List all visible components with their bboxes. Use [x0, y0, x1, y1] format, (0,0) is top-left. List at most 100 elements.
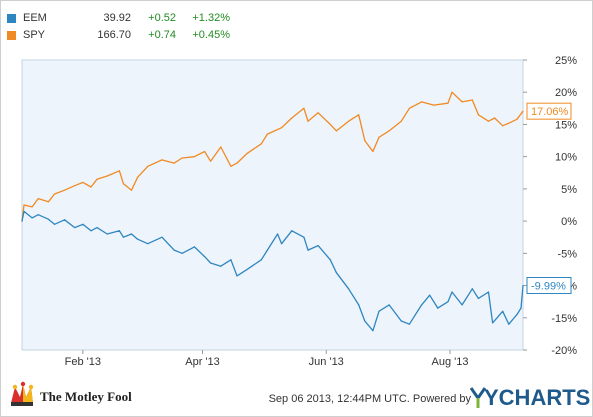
timestamp: Sep 06 2013, 12:44PM UTC. Powered by: [268, 393, 471, 405]
data-point-eem: [508, 323, 510, 325]
data-point-eem: [161, 236, 163, 238]
data-point-spy: [400, 120, 402, 122]
data-point-eem: [451, 291, 453, 293]
data-point-eem: [31, 217, 33, 219]
data-point-spy: [358, 114, 360, 116]
data-point-eem: [329, 259, 331, 261]
data-point-eem: [291, 230, 293, 232]
y-tick-label: 0%: [561, 216, 577, 228]
ycharts-y-icon: [470, 387, 486, 408]
y-tick-label: 10%: [555, 152, 577, 164]
data-point-spy: [420, 101, 423, 103]
data-point-eem: [246, 268, 248, 271]
data-point-eem: [477, 297, 479, 300]
data-point-eem: [63, 219, 66, 221]
data-point-eem: [400, 320, 402, 322]
legend-ticker: SPY: [23, 29, 46, 41]
data-point-eem: [181, 252, 183, 254]
y-tick-label: 20%: [555, 87, 577, 99]
data-point-spy: [203, 150, 206, 153]
data-point-eem: [53, 223, 56, 225]
data-point-spy: [433, 104, 435, 106]
data-point-eem: [203, 255, 206, 258]
data-point-spy: [96, 178, 98, 180]
data-point-spy: [230, 165, 232, 167]
brand-left-text: The Motley Fool: [40, 389, 132, 404]
data-point-eem: [82, 223, 84, 225]
data-point-eem: [266, 249, 269, 251]
data-point-eem: [491, 322, 494, 324]
data-point-spy: [260, 143, 262, 145]
data-point-spy: [122, 183, 125, 185]
data-point-eem: [447, 301, 449, 303]
data-point-spy: [522, 110, 524, 112]
data-point-eem: [471, 288, 473, 290]
data-point-eem: [96, 226, 98, 229]
data-point-spy: [37, 197, 39, 200]
data-point-spy: [147, 165, 149, 167]
data-point-eem: [502, 310, 504, 312]
data-point-eem: [236, 275, 238, 277]
legend-percent: +0.45%: [192, 29, 230, 41]
data-point-eem: [364, 320, 366, 322]
data-point-spy: [487, 120, 490, 122]
jester-cap-icon: [11, 381, 34, 406]
data-point-eem: [420, 304, 423, 306]
data-point-spy: [372, 150, 374, 153]
data-point-spy: [236, 162, 238, 164]
end-label-box: [526, 276, 572, 294]
data-point-spy: [447, 102, 449, 104]
data-point-eem: [358, 304, 360, 306]
data-point-spy: [53, 193, 56, 195]
data-point-spy: [461, 101, 463, 103]
data-point-spy: [347, 120, 350, 122]
data-point-spy: [335, 130, 337, 132]
end-label-eem: -9.99%: [531, 280, 566, 292]
data-point-eem: [260, 259, 262, 261]
data-point-spy: [130, 189, 133, 191]
data-point-spy: [90, 186, 92, 188]
y-tick-label: -20%: [551, 345, 577, 357]
data-point-spy: [82, 181, 84, 184]
data-point-eem: [307, 249, 309, 251]
data-point-eem: [47, 218, 49, 220]
legend-price: 39.92: [103, 12, 131, 24]
data-point-spy: [307, 120, 309, 122]
data-point-eem: [437, 307, 439, 309]
data-point-eem: [37, 214, 39, 216]
data-point-eem: [388, 304, 390, 306]
ycharts-logo[interactable]: YCHARTS: [470, 385, 590, 410]
data-point-spy: [63, 189, 66, 191]
data-point-spy: [494, 117, 496, 119]
data-point-eem: [130, 233, 133, 235]
data-point-eem: [230, 259, 232, 261]
end-label-box: [526, 102, 572, 120]
data-point-eem: [193, 246, 196, 248]
end-label-spy: 17.06%: [531, 106, 569, 118]
data-point-spy: [220, 146, 222, 148]
data-point-eem: [520, 307, 522, 309]
data-point-eem: [372, 330, 374, 332]
y-tick-label: 25%: [555, 55, 577, 67]
data-point-eem: [487, 291, 490, 293]
data-point-spy: [210, 160, 212, 162]
data-point-spy: [408, 107, 411, 109]
data-point-spy: [364, 139, 366, 142]
series-line-eem: [21, 210, 524, 332]
legend-change: +0.74: [148, 29, 176, 41]
data-point-spy: [471, 99, 473, 101]
data-point-eem: [220, 265, 222, 267]
x-tick-label: Jun '13: [309, 356, 344, 368]
legend-change: +0.52: [148, 12, 176, 24]
data-point-eem: [137, 238, 139, 240]
data-point-spy: [173, 162, 175, 164]
data-point-eem: [335, 272, 337, 274]
data-point-spy: [137, 176, 139, 178]
data-point-spy: [477, 114, 479, 116]
data-point-spy: [106, 175, 108, 177]
data-point-spy: [329, 123, 331, 126]
data-point-spy: [193, 156, 196, 158]
y-tick-label: 5%: [561, 184, 577, 196]
data-point-eem: [106, 233, 108, 235]
data-point-spy: [516, 118, 518, 120]
